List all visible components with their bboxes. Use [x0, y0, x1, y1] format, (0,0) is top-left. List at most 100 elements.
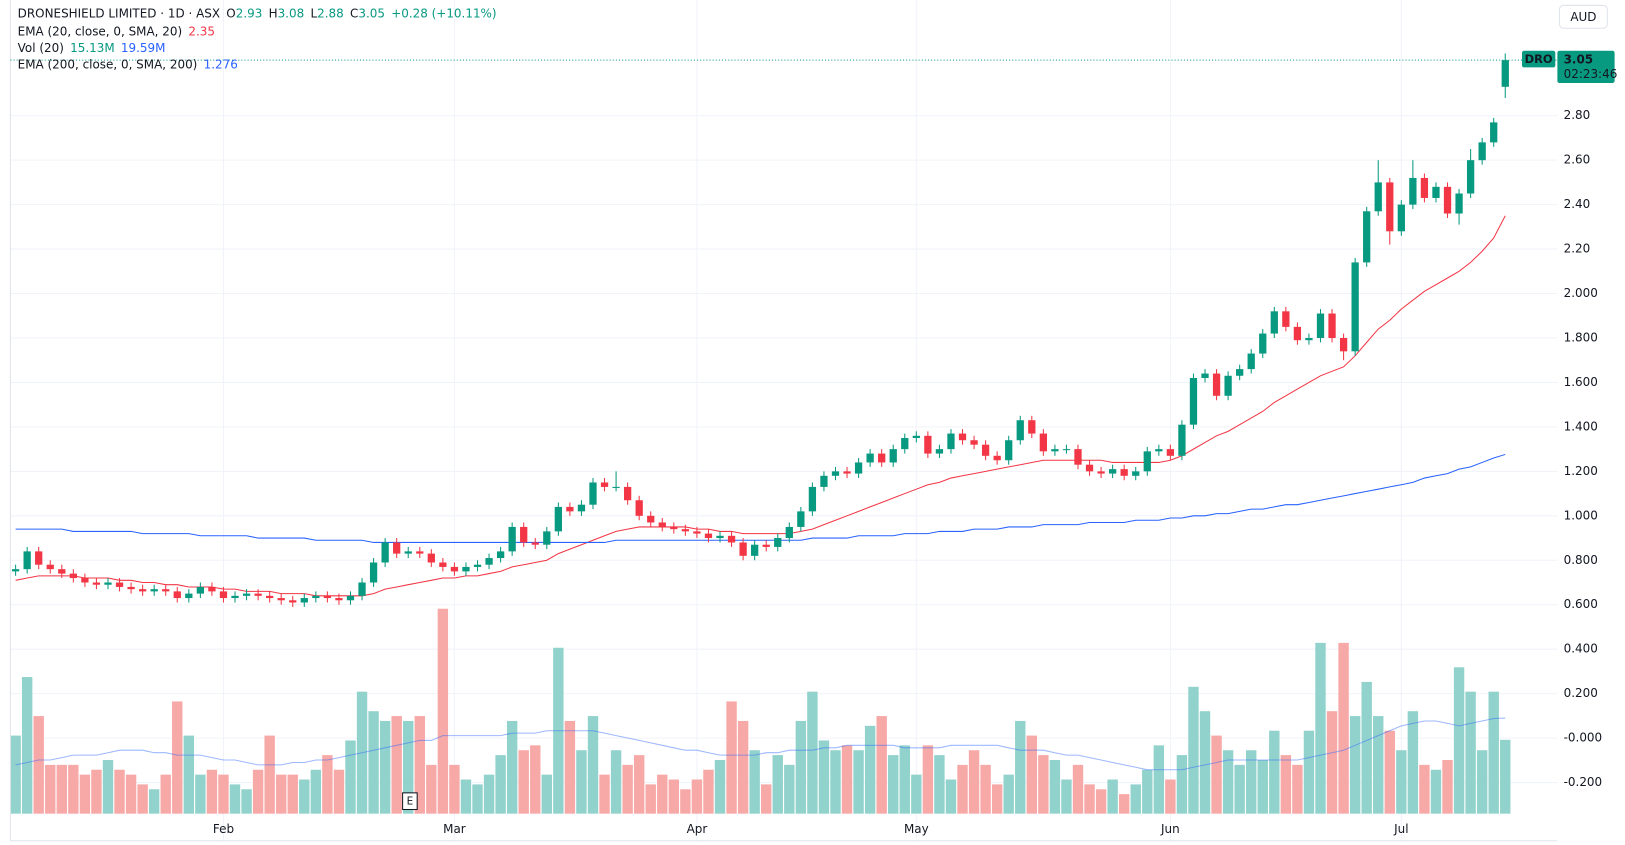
indicator-name: EMA (20, close, 0, SMA, 20): [18, 24, 182, 38]
candle-body: [1397, 204, 1405, 232]
volume-bar: [622, 764, 633, 814]
currency-label[interactable]: AUD: [1570, 10, 1596, 24]
candle-body: [35, 551, 43, 565]
y-tick-label: 0.200: [1564, 686, 1598, 700]
volume-bar: [784, 764, 795, 814]
volume-bar: [1049, 759, 1061, 814]
volume-bar: [241, 789, 252, 814]
candle-body: [797, 511, 805, 527]
candle-body: [843, 471, 851, 474]
candle-body: [46, 564, 54, 570]
candle-body: [1316, 313, 1325, 338]
candle-body: [138, 589, 147, 592]
volume-bar: [160, 774, 171, 814]
ohlc-value: 3.08: [278, 6, 305, 20]
candle-body: [1062, 449, 1071, 451]
candle-body: [1166, 449, 1175, 456]
volume-bar: [518, 750, 529, 814]
candle-body: [185, 593, 193, 599]
volume-bar: [1165, 779, 1176, 814]
candle-body: [277, 598, 285, 601]
indicator-line: Vol (20) 15.13M 19.59M: [18, 40, 166, 54]
event-marker[interactable]: [402, 792, 418, 811]
candle-body: [81, 578, 89, 583]
candle-body: [1282, 311, 1290, 327]
candle-body: [450, 566, 459, 572]
y-tick-label: 1.800: [1564, 330, 1598, 344]
volume-bar: [1338, 642, 1349, 814]
currency-button[interactable]: [1558, 4, 1608, 29]
candle-body: [1143, 451, 1151, 472]
volume-bar: [1430, 769, 1442, 814]
candle-body: [1236, 369, 1244, 376]
y-tick-label: 0.600: [1564, 597, 1598, 611]
candle-body: [647, 515, 655, 523]
volume-bar: [68, 764, 79, 814]
volume-bar: [345, 740, 356, 814]
volume-bar: [888, 755, 899, 814]
candle-body: [496, 551, 505, 559]
candle-body: [774, 538, 782, 547]
y-tick-label: 2.80: [1564, 108, 1591, 122]
volume-bar: [1384, 730, 1395, 814]
candle-body: [935, 449, 944, 454]
chart-title: DRONESHIELD LIMITED · 1D · ASX: [18, 6, 220, 20]
volume-bar: [1026, 735, 1038, 814]
volume-bar: [322, 755, 333, 814]
candle-body: [358, 582, 366, 596]
volume-bar: [1222, 750, 1234, 814]
volume-bar: [1142, 769, 1153, 814]
volume-bar: [252, 769, 264, 814]
y-tick-label: 2.40: [1564, 197, 1591, 211]
candle-body: [635, 500, 643, 516]
volume-bar: [691, 779, 703, 814]
symbol-tag: [1522, 50, 1556, 68]
y-tick-label: 1.200: [1564, 464, 1598, 478]
candle-body: [600, 482, 609, 487]
candle-body: [508, 526, 516, 552]
candle-body: [866, 453, 874, 463]
volume-bar: [553, 647, 564, 814]
volume-bar: [714, 759, 726, 814]
candle-body: [785, 526, 793, 539]
last-price-label: 3.05: [1564, 53, 1594, 67]
y-tick-label: 2.20: [1564, 242, 1591, 256]
candle-body: [1085, 464, 1094, 472]
indicator-value: 15.13M: [70, 40, 115, 54]
candle-body: [346, 595, 355, 601]
volume-bar: [391, 716, 402, 814]
volume-bar: [276, 774, 287, 814]
volume-bar: [737, 720, 749, 814]
y-tick-label: 1.400: [1564, 419, 1598, 433]
volume-bar: [368, 711, 379, 814]
volume-bar: [1500, 739, 1511, 814]
candle-body: [947, 433, 955, 450]
volume-bar: [911, 774, 922, 814]
volume-bar: [980, 764, 991, 814]
volume-bar: [1084, 784, 1095, 814]
candle-body: [762, 544, 770, 547]
candle-body: [462, 566, 470, 572]
volume-bar: [1292, 764, 1303, 814]
volume-bar: [1396, 750, 1407, 814]
event-label[interactable]: E: [407, 796, 414, 808]
candle-body: [1259, 333, 1267, 354]
price-tag: [1557, 50, 1615, 84]
volume-bar: [761, 784, 772, 814]
ohlc-value: 2.93: [236, 6, 263, 20]
volume-bar: [125, 774, 137, 814]
volume-bar: [1107, 779, 1118, 814]
y-tick-label: 1.600: [1564, 375, 1598, 389]
volume-bar: [299, 779, 310, 814]
candle-body: [704, 533, 713, 539]
indicator-value: 1.276: [204, 57, 238, 71]
volume-bar: [1130, 784, 1141, 814]
volume-bar: [1246, 750, 1257, 814]
candle-body: [58, 569, 66, 574]
volume-bar: [426, 764, 437, 814]
volume-bar: [264, 735, 275, 814]
volume-bar: [818, 740, 830, 814]
candle-body: [196, 586, 205, 594]
x-tick-label: Apr: [687, 822, 708, 836]
